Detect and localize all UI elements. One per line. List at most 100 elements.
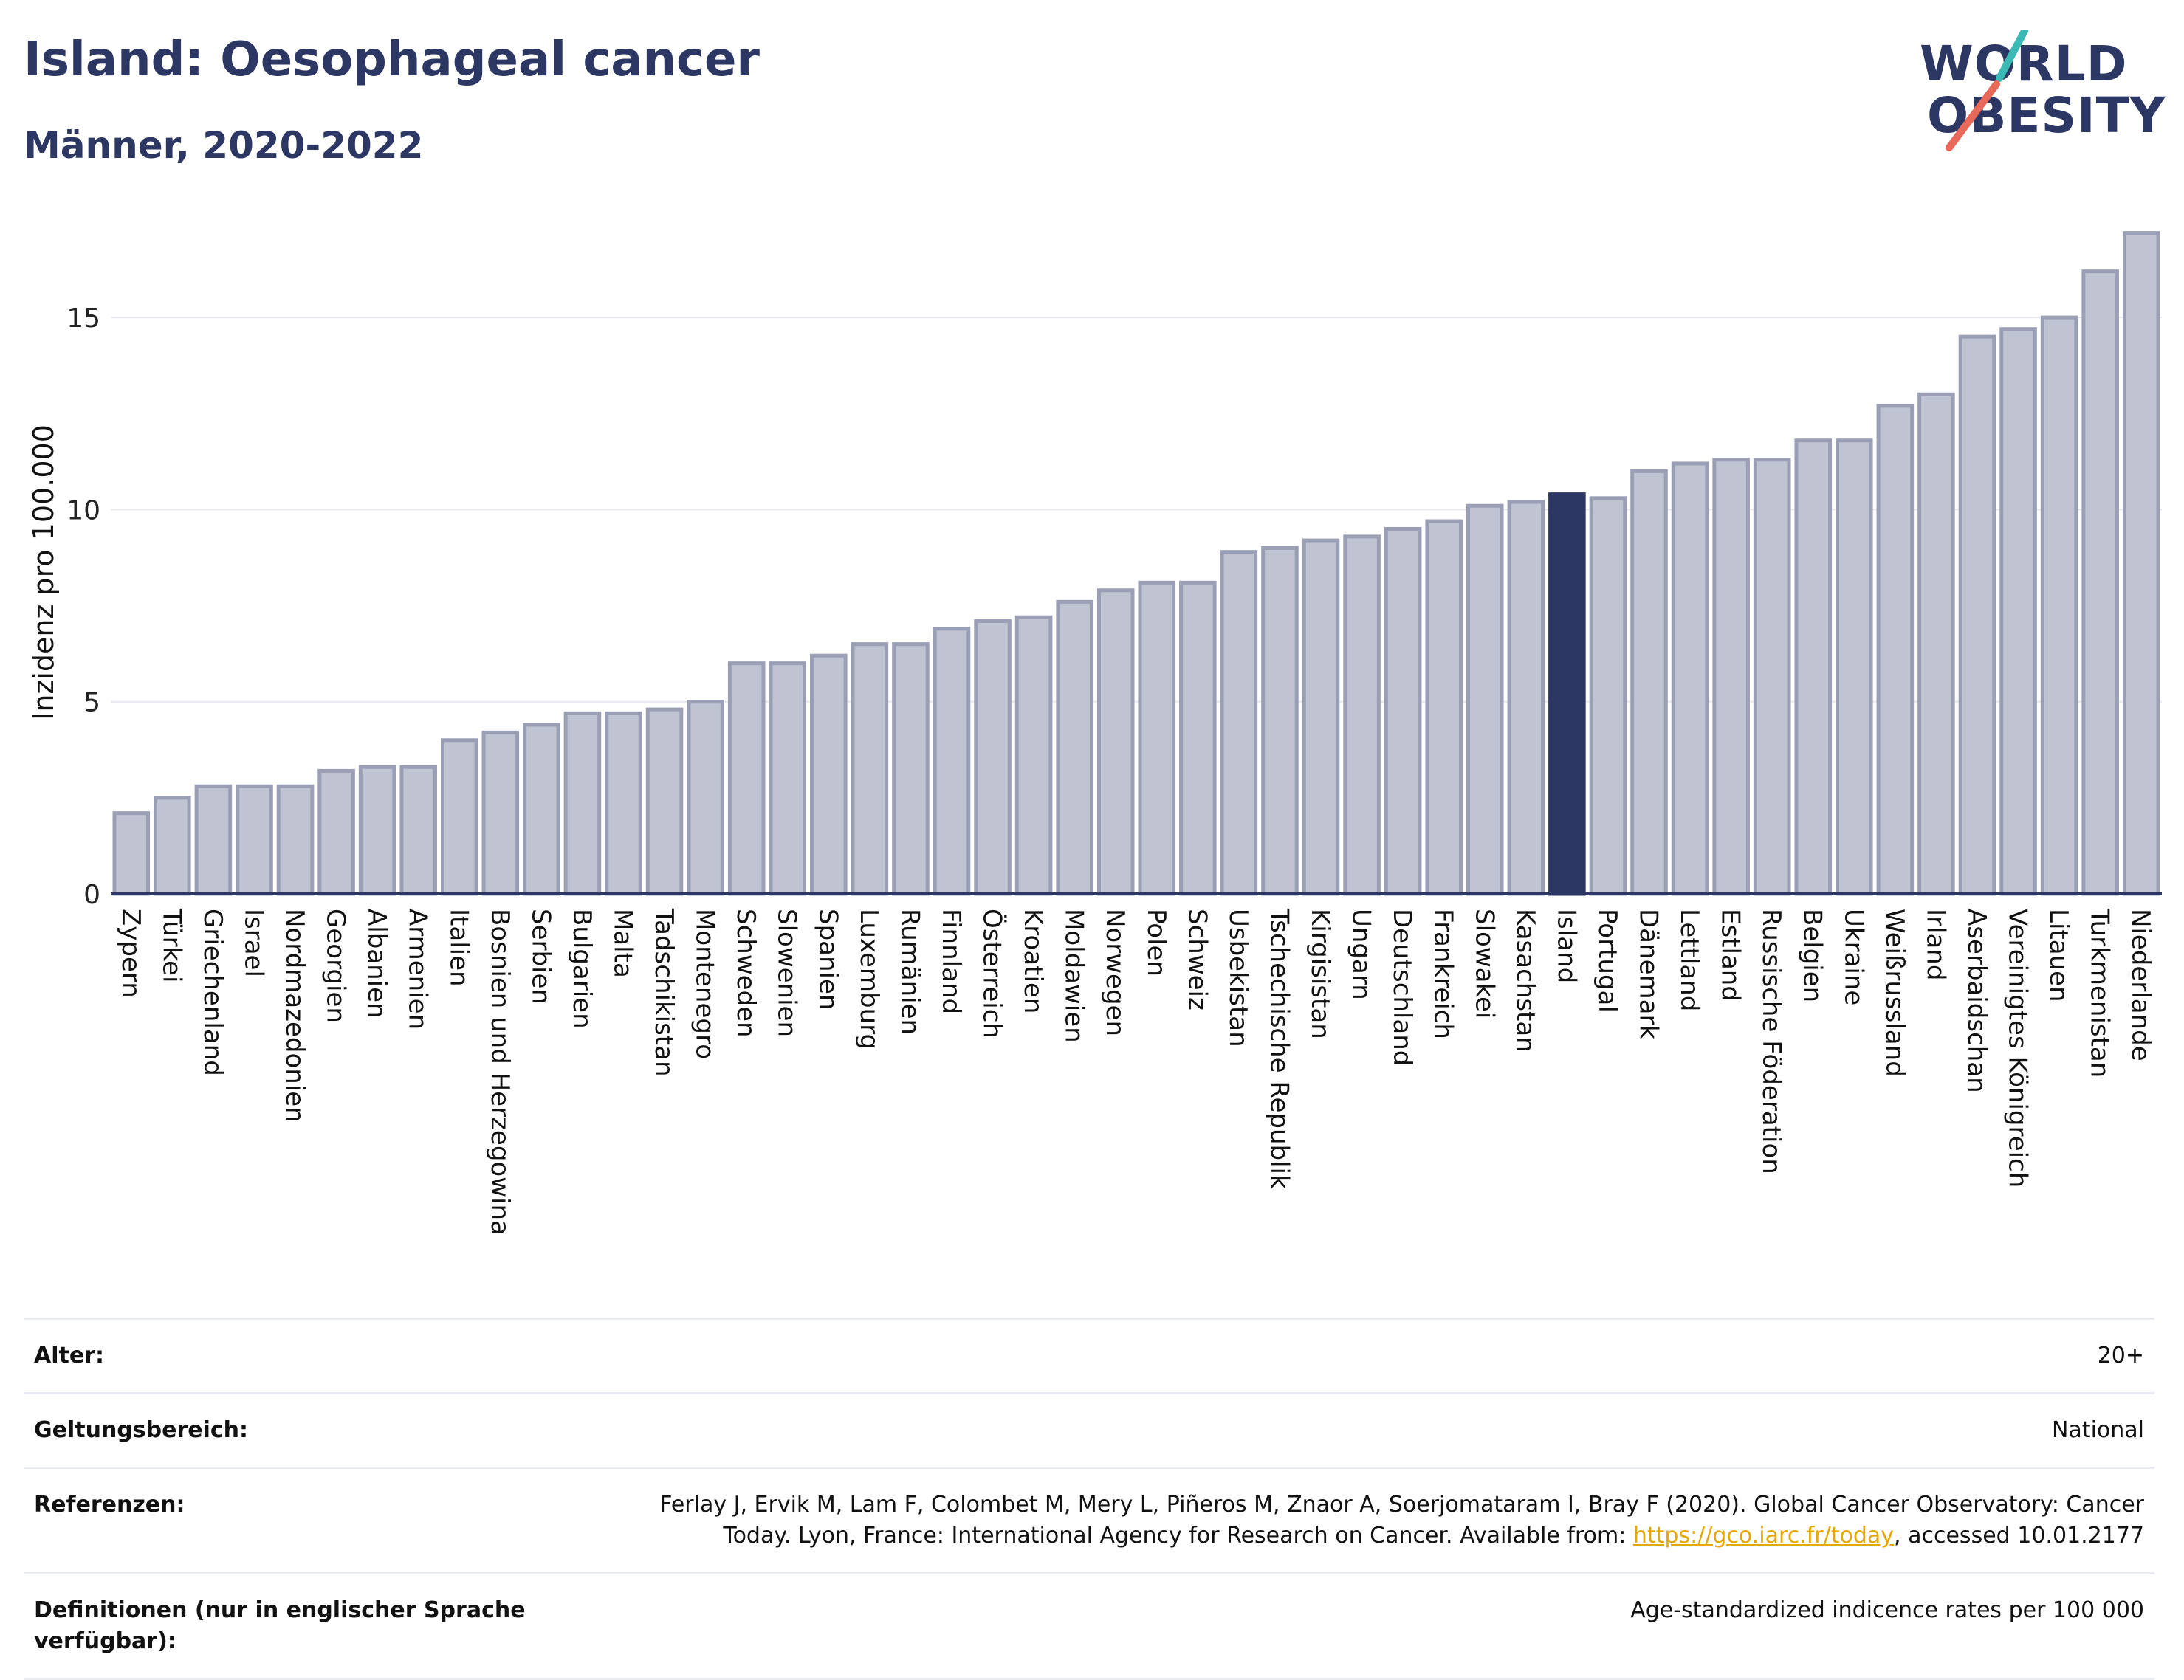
bar — [194, 784, 233, 896]
info-key: Referenzen: — [34, 1492, 185, 1518]
x-tick-label: Rumänien — [895, 909, 924, 1035]
bar — [1014, 615, 1053, 896]
bar — [317, 768, 355, 896]
bar — [1466, 503, 1504, 896]
x-tick-label: Tschechische Republik — [1264, 908, 1294, 1189]
x-tick-label: Slowakei — [1469, 909, 1499, 1019]
x-tick-label: Albanien — [362, 909, 391, 1019]
x-tick-label: Kroatien — [1018, 909, 1048, 1013]
x-tick-label: Schweden — [731, 909, 760, 1038]
bar — [1302, 538, 1340, 896]
x-tick-label: Turkmenistan — [2085, 908, 2115, 1078]
bar — [399, 765, 437, 896]
x-tick-label: Dänemark — [1634, 909, 1663, 1039]
x-tick-label: Usbekistan — [1223, 909, 1253, 1047]
page-title: Island: Oesophageal cancer — [24, 32, 760, 87]
bar — [1712, 458, 1750, 896]
bar — [1343, 534, 1381, 896]
x-tick-label: Lettland — [1675, 909, 1704, 1011]
x-tick-label: Estland — [1716, 909, 1745, 1002]
x-tick-label: Luxemburg — [854, 909, 884, 1050]
x-tick-label: Norwegen — [1100, 909, 1130, 1036]
info-value: National — [2051, 1417, 2144, 1443]
world-obesity-logo: WORLD OBESITY — [1920, 30, 2171, 155]
bar — [1753, 458, 1791, 896]
y-tick-label: 5 — [83, 688, 100, 718]
x-tick-label: Nordmazedonien — [280, 909, 309, 1123]
x-tick-label: Finnland — [936, 909, 966, 1014]
bar — [1836, 438, 1873, 896]
bar — [1384, 526, 1422, 896]
bar — [440, 738, 478, 896]
info-row-references: Referenzen: Ferlay J, Ervik M, Lam F, Co… — [24, 1467, 2154, 1572]
x-tick-label: Polen — [1141, 909, 1171, 977]
reference-accessed: , accessed 10.01.2177 — [1894, 1523, 2144, 1549]
info-row-definitions: Definitionen (nur in englischer Sprache … — [24, 1572, 2154, 1680]
bar — [933, 627, 971, 896]
bar — [1507, 500, 1545, 896]
info-row-age: Alter: 20+ — [24, 1318, 2154, 1392]
bar — [645, 707, 684, 896]
reference-link[interactable]: https://gco.iarc.fr/today — [1632, 1523, 1895, 1549]
x-tick-label: Irland — [1920, 909, 1950, 980]
x-tick-label: Bosnien und Herzegowina — [485, 909, 515, 1236]
info-key: Alter: — [34, 1343, 104, 1369]
bar — [1179, 580, 1217, 896]
x-tick-label: Moldawien — [1060, 909, 1089, 1043]
bar — [1917, 392, 1955, 896]
info-key: Geltungsbereich: — [34, 1417, 249, 1443]
x-tick-label: Ukraine — [1838, 909, 1868, 1005]
info-key: Definitionen (nur in englischer Sprache … — [34, 1597, 526, 1654]
x-tick-label: Serbien — [526, 909, 555, 1005]
x-tick-label: Slowenien — [772, 909, 802, 1037]
bar — [1999, 327, 2037, 896]
x-tick-label: Israel — [238, 909, 268, 977]
y-tick-label: 15 — [66, 303, 100, 334]
page-subtitle: Männer, 2020-2022 — [24, 124, 424, 167]
x-tick-label: Italien — [444, 909, 473, 987]
bar — [1589, 496, 1627, 896]
bar — [523, 723, 560, 896]
x-tick-label: Spanien — [813, 909, 842, 1010]
x-tick-label: Niederlande — [2126, 909, 2155, 1061]
x-tick-label: Georgien — [321, 909, 351, 1023]
bar — [1261, 545, 1299, 896]
x-tick-label: Vereinigtes Königreich — [2003, 909, 2033, 1188]
bar — [2122, 231, 2160, 896]
bar — [1056, 599, 1093, 896]
x-tick-label: Belgien — [1798, 909, 1827, 1002]
y-tick-label: 0 — [83, 880, 100, 910]
bar — [1220, 550, 1258, 896]
info-value: 20+ — [2097, 1343, 2144, 1369]
bar — [481, 730, 520, 896]
bar — [892, 642, 930, 896]
bar — [358, 765, 396, 896]
bar — [605, 711, 642, 896]
bar — [851, 642, 889, 896]
bar — [1425, 519, 1463, 896]
x-tick-label: Malta — [608, 909, 638, 978]
x-tick-label: Zypern — [116, 909, 145, 998]
x-tick-label: Island — [1551, 909, 1581, 983]
bar — [1876, 404, 1915, 896]
x-tick-label: Frankreich — [1429, 909, 1458, 1039]
info-row-scope: Geltungsbereich: National — [24, 1392, 2154, 1467]
logo-line-1: WORLD — [1920, 35, 2128, 92]
bar — [1794, 438, 1833, 896]
bar — [1630, 469, 1668, 896]
bar — [154, 796, 191, 896]
x-tick-label: Armenien — [403, 909, 433, 1030]
bar — [1958, 334, 1996, 896]
bar — [2040, 315, 2078, 896]
info-value: Ferlay J, Ervik M, Lam F, Colombet M, Me… — [594, 1490, 2144, 1552]
bar — [2081, 269, 2119, 896]
x-tick-label: Litauen — [2044, 909, 2073, 1002]
x-tick-label: Griechenland — [198, 909, 227, 1076]
x-tick-label: Weißrussland — [1880, 909, 1909, 1077]
info-value: Age-standardized indicence rates per 100… — [1630, 1597, 2144, 1623]
x-tick-label: Portugal — [1593, 909, 1622, 1013]
bar — [1096, 588, 1135, 896]
x-tick-label: Kirgisistan — [1305, 909, 1335, 1039]
x-tick-label: Schweiz — [1182, 909, 1212, 1011]
bar — [769, 661, 807, 896]
